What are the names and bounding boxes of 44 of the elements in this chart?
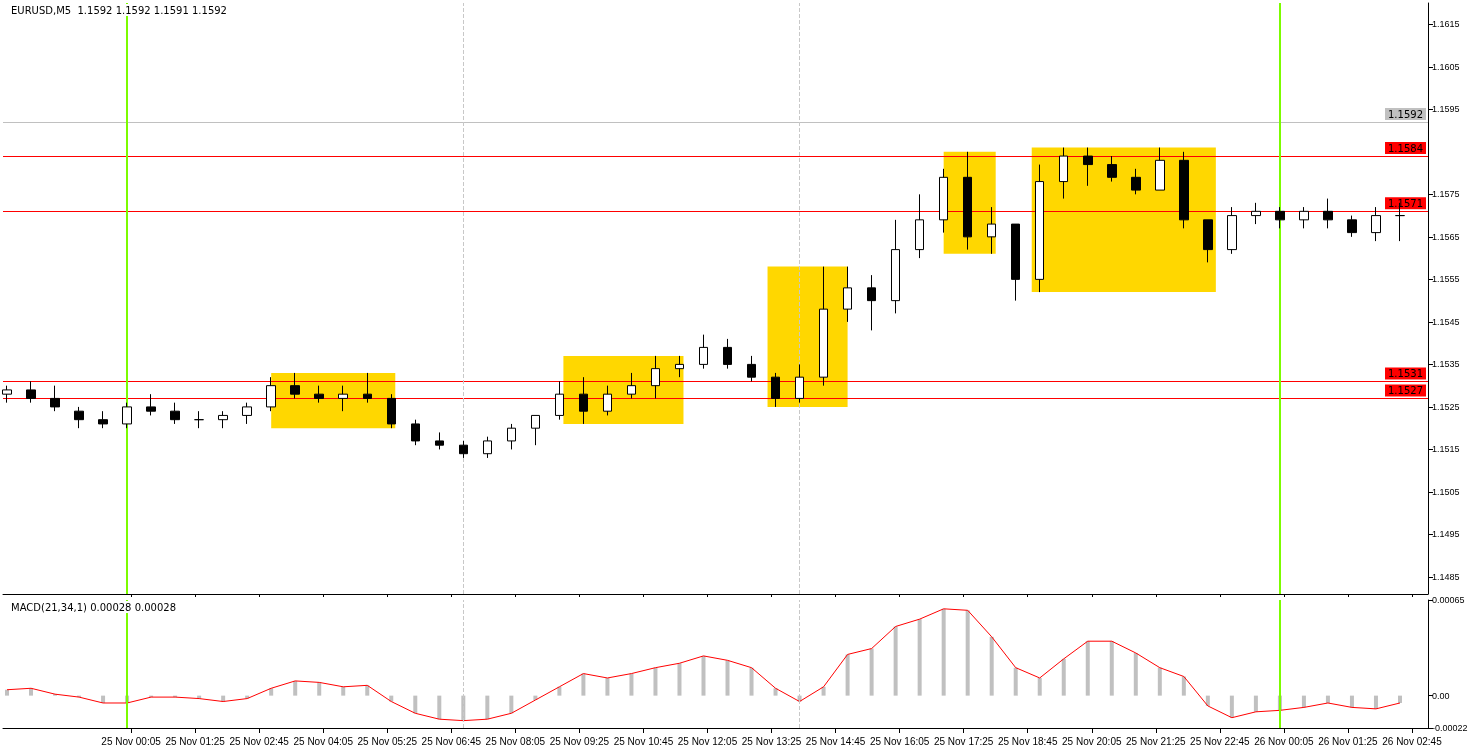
y-tick-label: 1.1575 (1432, 189, 1460, 200)
ref-line-label: 1.1571 (1388, 197, 1423, 209)
y-tick-label: 1.1545 (1432, 316, 1460, 327)
x-tick-label: 25 Nov 21:25 (1126, 735, 1186, 747)
y-tick-label: 1.1495 (1432, 529, 1460, 540)
x-tick-label: 25 Nov 18:45 (997, 735, 1058, 747)
y-tick-label: 1.1565 (1432, 231, 1460, 242)
x-tick-label: 25 Nov 05:25 (357, 735, 418, 747)
y-tick-label: 1.1615 (1432, 19, 1460, 30)
x-tick-label: 25 Nov 04:05 (293, 735, 354, 747)
y-tick-label: 1.1555 (1432, 274, 1460, 285)
x-tick-label: 25 Nov 22:45 (1190, 735, 1251, 747)
chart-title: EURUSD,M5 1.1592 1.1592 1.1591 1.1592 (11, 4, 227, 16)
x-tick-label: 25 Nov 14:45 (805, 735, 866, 747)
y-tick-label: -0.00022 (1432, 723, 1468, 733)
x-tick-label: 25 Nov 06:45 (421, 735, 482, 747)
x-tick-label: 25 Nov 20:05 (1062, 735, 1122, 747)
ref-line-label: 1.1531 (1388, 367, 1423, 379)
chart-title: MACD(21,34,1) 0.00028 0.00028 (11, 601, 177, 613)
y-tick-label: 1.1485 (1432, 571, 1460, 582)
ref-line-label: 1.1527 (1388, 384, 1423, 396)
x-tick-label: 25 Nov 17:25 (933, 735, 994, 747)
y-tick-label: 1.1605 (1432, 61, 1460, 72)
x-tick-label: 25 Nov 10:45 (613, 735, 674, 747)
x-tick-label: 25 Nov 09:25 (549, 735, 610, 747)
ref-line-label: 1.1592 (1388, 108, 1423, 120)
y-tick-label: 1.1595 (1432, 104, 1460, 115)
x-tick-label: 25 Nov 00:05 (101, 735, 162, 747)
y-tick-label: 0.00065 (1432, 595, 1465, 605)
x-tick-label: 25 Nov 02:45 (229, 735, 290, 747)
y-tick-label: 1.1525 (1432, 401, 1460, 412)
y-tick-label: 1.1515 (1432, 444, 1460, 455)
y-tick-label: 1.1505 (1432, 486, 1460, 497)
x-tick-label: 25 Nov 13:25 (741, 735, 802, 747)
x-tick-label: 25 Nov 08:05 (485, 735, 546, 747)
x-tick-label: 25 Nov 16:05 (869, 735, 930, 747)
x-tick-label: 26 Nov 00:05 (1254, 735, 1315, 747)
y-tick-label: 1.1535 (1432, 359, 1460, 370)
x-tick-label: 26 Nov 01:25 (1318, 735, 1379, 747)
y-tick-label: 0.00 (1432, 690, 1450, 701)
x-tick-label: 26 Nov 02:45 (1382, 735, 1443, 747)
x-tick-label: 25 Nov 12:05 (677, 735, 738, 747)
ref-line-label: 1.1584 (1388, 142, 1423, 154)
x-tick-label: 25 Nov 01:25 (165, 735, 226, 747)
